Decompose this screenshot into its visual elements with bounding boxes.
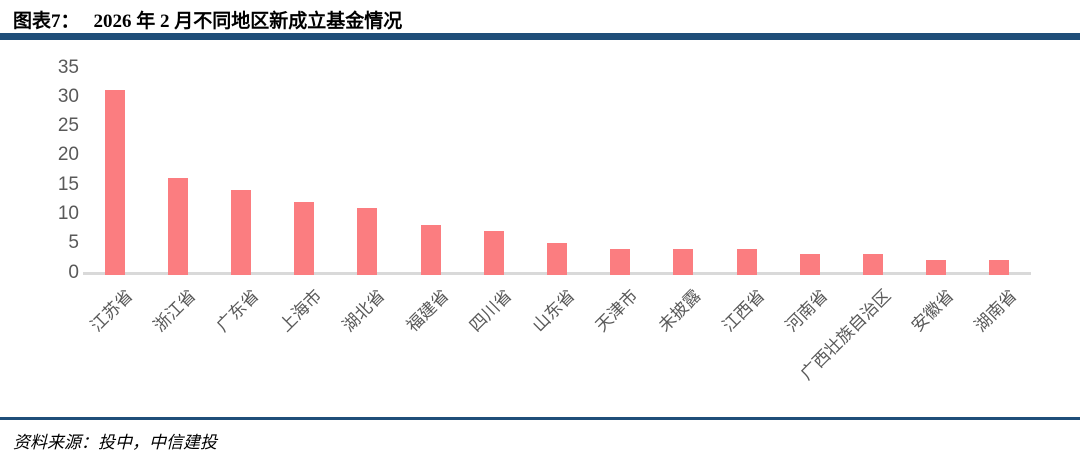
bar-天津市	[610, 248, 631, 275]
figure-title-text: 2026 年 2 月不同地区新成立基金情况	[93, 11, 403, 32]
y-axis-tick-25: 25	[57, 115, 79, 137]
bar-未披露	[673, 248, 694, 275]
bar-江苏省	[104, 90, 125, 275]
bar-上海市	[294, 201, 315, 275]
footer-rule	[0, 417, 1080, 420]
bar-江西省	[736, 248, 757, 275]
y-axis-tick-15: 15	[57, 173, 79, 195]
y-axis-tick-35: 35	[57, 56, 79, 78]
y-axis-tick-5: 5	[68, 232, 79, 254]
bar-广东省	[231, 190, 251, 275]
y-axis-tick-20: 20	[57, 144, 79, 166]
bar-山东省	[547, 242, 567, 275]
bar-安徽省	[926, 260, 947, 275]
header-rule	[0, 33, 1080, 40]
bar-福建省	[420, 225, 441, 275]
source-note: 资料来源：投中，中信建投	[13, 433, 217, 452]
bar-chart: 0 5 10 15 20 25 30 35 江苏省 浙江省 广东省 上海市 湖北省 福建省 四川省 山东省 天津…	[0, 40, 1080, 410]
y-axis-tick-30: 30	[57, 85, 79, 107]
bar-湖北省	[357, 207, 378, 275]
y-axis-tick-10: 10	[57, 202, 79, 224]
figure-label: 图表7：	[13, 11, 80, 32]
bar-四川省	[483, 231, 504, 275]
bar-湖南省	[989, 260, 1010, 275]
bar-广西壮族自治区	[863, 254, 883, 275]
bar-浙江省	[167, 178, 188, 275]
y-axis-tick-0: 0	[68, 261, 79, 283]
bar-河南省	[799, 254, 820, 275]
figure-title: 图表7： 2026 年 2 月不同地区新成立基金情况	[13, 6, 402, 33]
